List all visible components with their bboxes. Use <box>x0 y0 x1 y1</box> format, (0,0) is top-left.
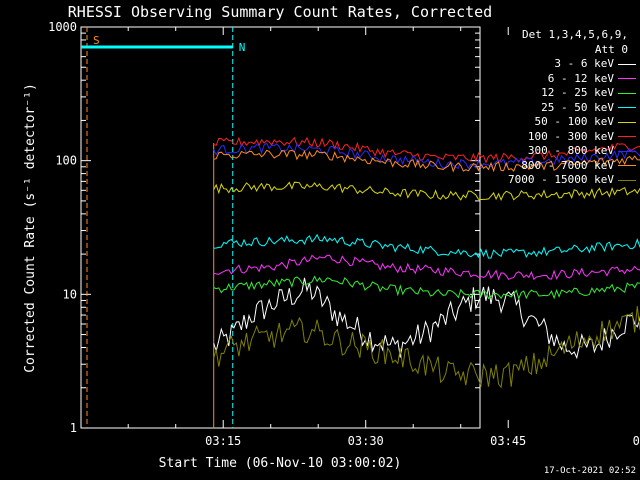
x-tick-label: 03:30 <box>348 434 384 448</box>
y-tick-label: 1000 <box>48 20 77 34</box>
legend-swatch <box>618 107 636 109</box>
legend-swatch <box>618 78 636 80</box>
legend-entry: 12 - 25 keV <box>470 86 638 101</box>
legend-label: 3 - 6 keV <box>554 57 614 70</box>
series-line-0 <box>213 277 640 360</box>
legend-entry: 7000 - 15000 keV <box>470 173 638 188</box>
x-tick-label: 03:45 <box>490 434 526 448</box>
x-tick-label: 04:00 <box>633 434 640 448</box>
legend-detectors: Det 1,3,4,5,6,9, <box>522 28 628 41</box>
legend-label: 6 - 12 keV <box>547 71 614 85</box>
series-line-3 <box>213 233 640 259</box>
series-line-7 <box>213 149 640 173</box>
legend-swatch <box>618 136 636 138</box>
night-flag-label: N <box>239 41 246 54</box>
legend-entry: 300 - 800 keV <box>470 144 638 159</box>
legend-swatch <box>618 121 636 123</box>
legend-swatch <box>618 63 636 65</box>
legend-label: 50 - 100 keV <box>534 115 614 128</box>
series-line-6 <box>213 142 640 170</box>
series-layer <box>213 136 640 389</box>
y-axis-label: Corrected Count Rate (s⁻¹ detector⁻¹) <box>23 83 38 373</box>
legend-label: 12 - 25 keV <box>541 86 614 99</box>
legend-swatch <box>618 165 636 167</box>
legend-swatch <box>618 150 636 152</box>
legend-label: 25 - 50 keV <box>541 100 614 114</box>
series-line-5 <box>213 136 640 164</box>
y-tick-label: 1 <box>70 421 77 435</box>
chart-title: RHESSI Observing Summary Count Rates, Co… <box>68 3 492 21</box>
series-line-1 <box>213 254 640 281</box>
legend-swatch <box>618 179 636 181</box>
legend-label: 800 - 7000 keV <box>521 158 614 172</box>
legend-entry: 25 - 50 keV <box>470 101 638 116</box>
y-tick-label: 100 <box>55 154 77 168</box>
legend-label: 7000 - 15000 keV <box>508 173 614 186</box>
series-line-4 <box>213 181 640 202</box>
y-tick-label: 10 <box>63 287 77 301</box>
x-tick-label: 03:15 <box>205 434 241 448</box>
legend-label: 300 - 800 keV <box>527 144 614 157</box>
legend-swatch <box>618 92 636 94</box>
generation-timestamp: 17-Oct-2021 02:52 <box>543 466 636 476</box>
legend-entry: 3 - 6 keV <box>470 57 638 72</box>
legend-attenuator: Att 0 <box>594 42 628 56</box>
flag-overlays: SNF <box>81 27 246 428</box>
legend-label: 100 - 300 keV <box>527 129 614 143</box>
legend-entry: 50 - 100 keV <box>470 115 638 130</box>
plot-area-frame <box>80 26 481 429</box>
saa-flag-label: S <box>93 34 100 47</box>
x-axis-label: Start Time (06-Nov-10 03:00:02) <box>159 456 402 471</box>
legend: Det 1,3,4,5,6,9, Att 0 3 - 6 keV 6 - 12 k… <box>470 28 638 188</box>
legend-entry: 100 - 300 keV <box>470 130 638 145</box>
series-line-2 <box>213 275 640 300</box>
series-line-8 <box>213 306 640 389</box>
legend-entry: 6 - 12 keV <box>470 72 638 87</box>
legend-entry: 800 - 7000 keV <box>470 159 638 174</box>
